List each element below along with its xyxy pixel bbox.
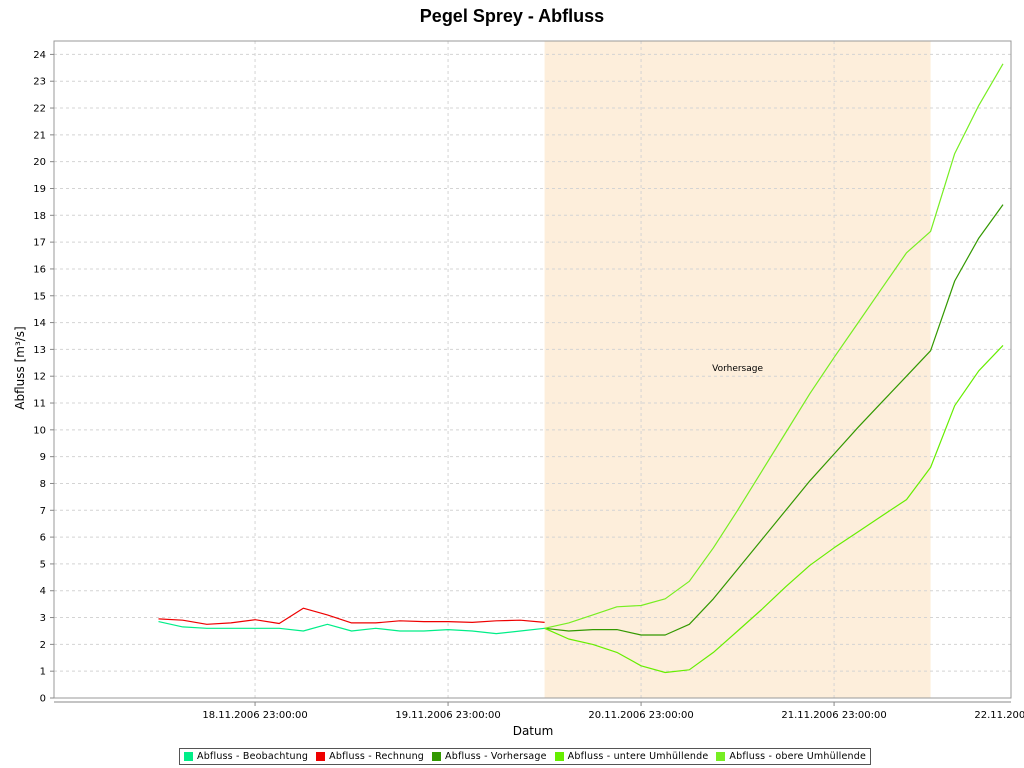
- chart-title: Pegel Sprey - Abfluss: [419, 6, 605, 26]
- legend: Abfluss - Beobachtung Abfluss - Rechnung A…: [179, 748, 872, 765]
- y-tick-label: 4: [40, 586, 46, 597]
- legend-label: Abfluss - obere Umhüllende: [729, 751, 867, 762]
- y-tick-label: 8: [40, 479, 46, 490]
- y-tick-label: 14: [33, 318, 46, 329]
- y-tick-label: 17: [33, 238, 46, 249]
- y-axis-title: Abfluss [m³/s]: [13, 326, 27, 409]
- axis-layer: 0123456789101112131415161718192021222324…: [33, 50, 1024, 721]
- y-tick-label: 9: [40, 452, 46, 463]
- legend-swatch: [554, 752, 564, 761]
- forecast-band: [544, 41, 931, 698]
- series-line: [158, 607, 545, 625]
- x-tick-label: 19.11.2006 23:00:00: [395, 710, 500, 721]
- legend-label: Abfluss - Beobachtung: [197, 751, 309, 762]
- forecast-band-layer: [544, 41, 931, 698]
- y-tick-label: 3: [40, 613, 46, 624]
- x-tick-label: 18.11.2006 23:00:00: [202, 710, 307, 721]
- x-tick-label: 22.11.2006 23:00:00: [974, 710, 1024, 721]
- legend-label: Abfluss - Rechnung: [329, 751, 425, 762]
- y-tick-label: 12: [33, 372, 46, 383]
- legend-label: Abfluss - Vorhersage: [445, 751, 547, 762]
- series-line: [544, 63, 1004, 629]
- y-tick-label: 22: [33, 104, 46, 115]
- y-tick-label: 2: [40, 640, 46, 651]
- y-tick-label: 24: [33, 50, 46, 61]
- series-line: [544, 344, 1004, 674]
- x-axis-title: Datum: [513, 724, 554, 738]
- series-line: [158, 621, 545, 635]
- y-tick-label: 1: [40, 667, 46, 678]
- y-tick-label: 11: [33, 399, 46, 410]
- legend-item: Abfluss - obere Umhüllende: [716, 751, 866, 762]
- y-tick-label: 15: [33, 291, 46, 302]
- plot-area-border: [53, 40, 1012, 699]
- annotation-layer: Vorhersage: [712, 364, 763, 374]
- legend-item: Abfluss - Beobachtung: [184, 751, 308, 762]
- y-tick-label: 20: [33, 157, 46, 168]
- legend-item: Abfluss - Rechnung: [316, 751, 424, 762]
- x-tick-label: 21.11.2006 23:00:00: [781, 710, 886, 721]
- y-tick-label: 19: [33, 184, 46, 195]
- legend-swatch: [716, 752, 726, 761]
- y-tick-label: 0: [40, 694, 46, 705]
- series-layer: [158, 63, 1004, 674]
- y-tick-label: 18: [33, 211, 46, 222]
- forecast-band-label: Vorhersage: [712, 364, 763, 374]
- legend-item: Abfluss - Vorhersage: [432, 751, 547, 762]
- y-tick-label: 23: [33, 77, 46, 88]
- legend-swatch: [316, 752, 326, 761]
- x-tick-label: 20.11.2006 23:00:00: [588, 710, 693, 721]
- legend-label: Abfluss - untere Umhüllende: [567, 751, 709, 762]
- y-tick-label: 6: [40, 533, 46, 544]
- y-tick-label: 10: [33, 425, 46, 436]
- y-tick-label: 13: [33, 345, 46, 356]
- legend-swatch: [184, 752, 193, 761]
- y-tick-label: 7: [40, 506, 46, 517]
- series-line: [544, 204, 1004, 636]
- y-tick-label: 5: [40, 559, 46, 570]
- legend-swatch: [432, 752, 442, 761]
- y-tick-label: 21: [33, 130, 46, 141]
- legend-item: Abfluss - untere Umhüllende: [554, 751, 709, 762]
- y-tick-label: 16: [33, 264, 46, 275]
- grid-layer: [54, 41, 1011, 698]
